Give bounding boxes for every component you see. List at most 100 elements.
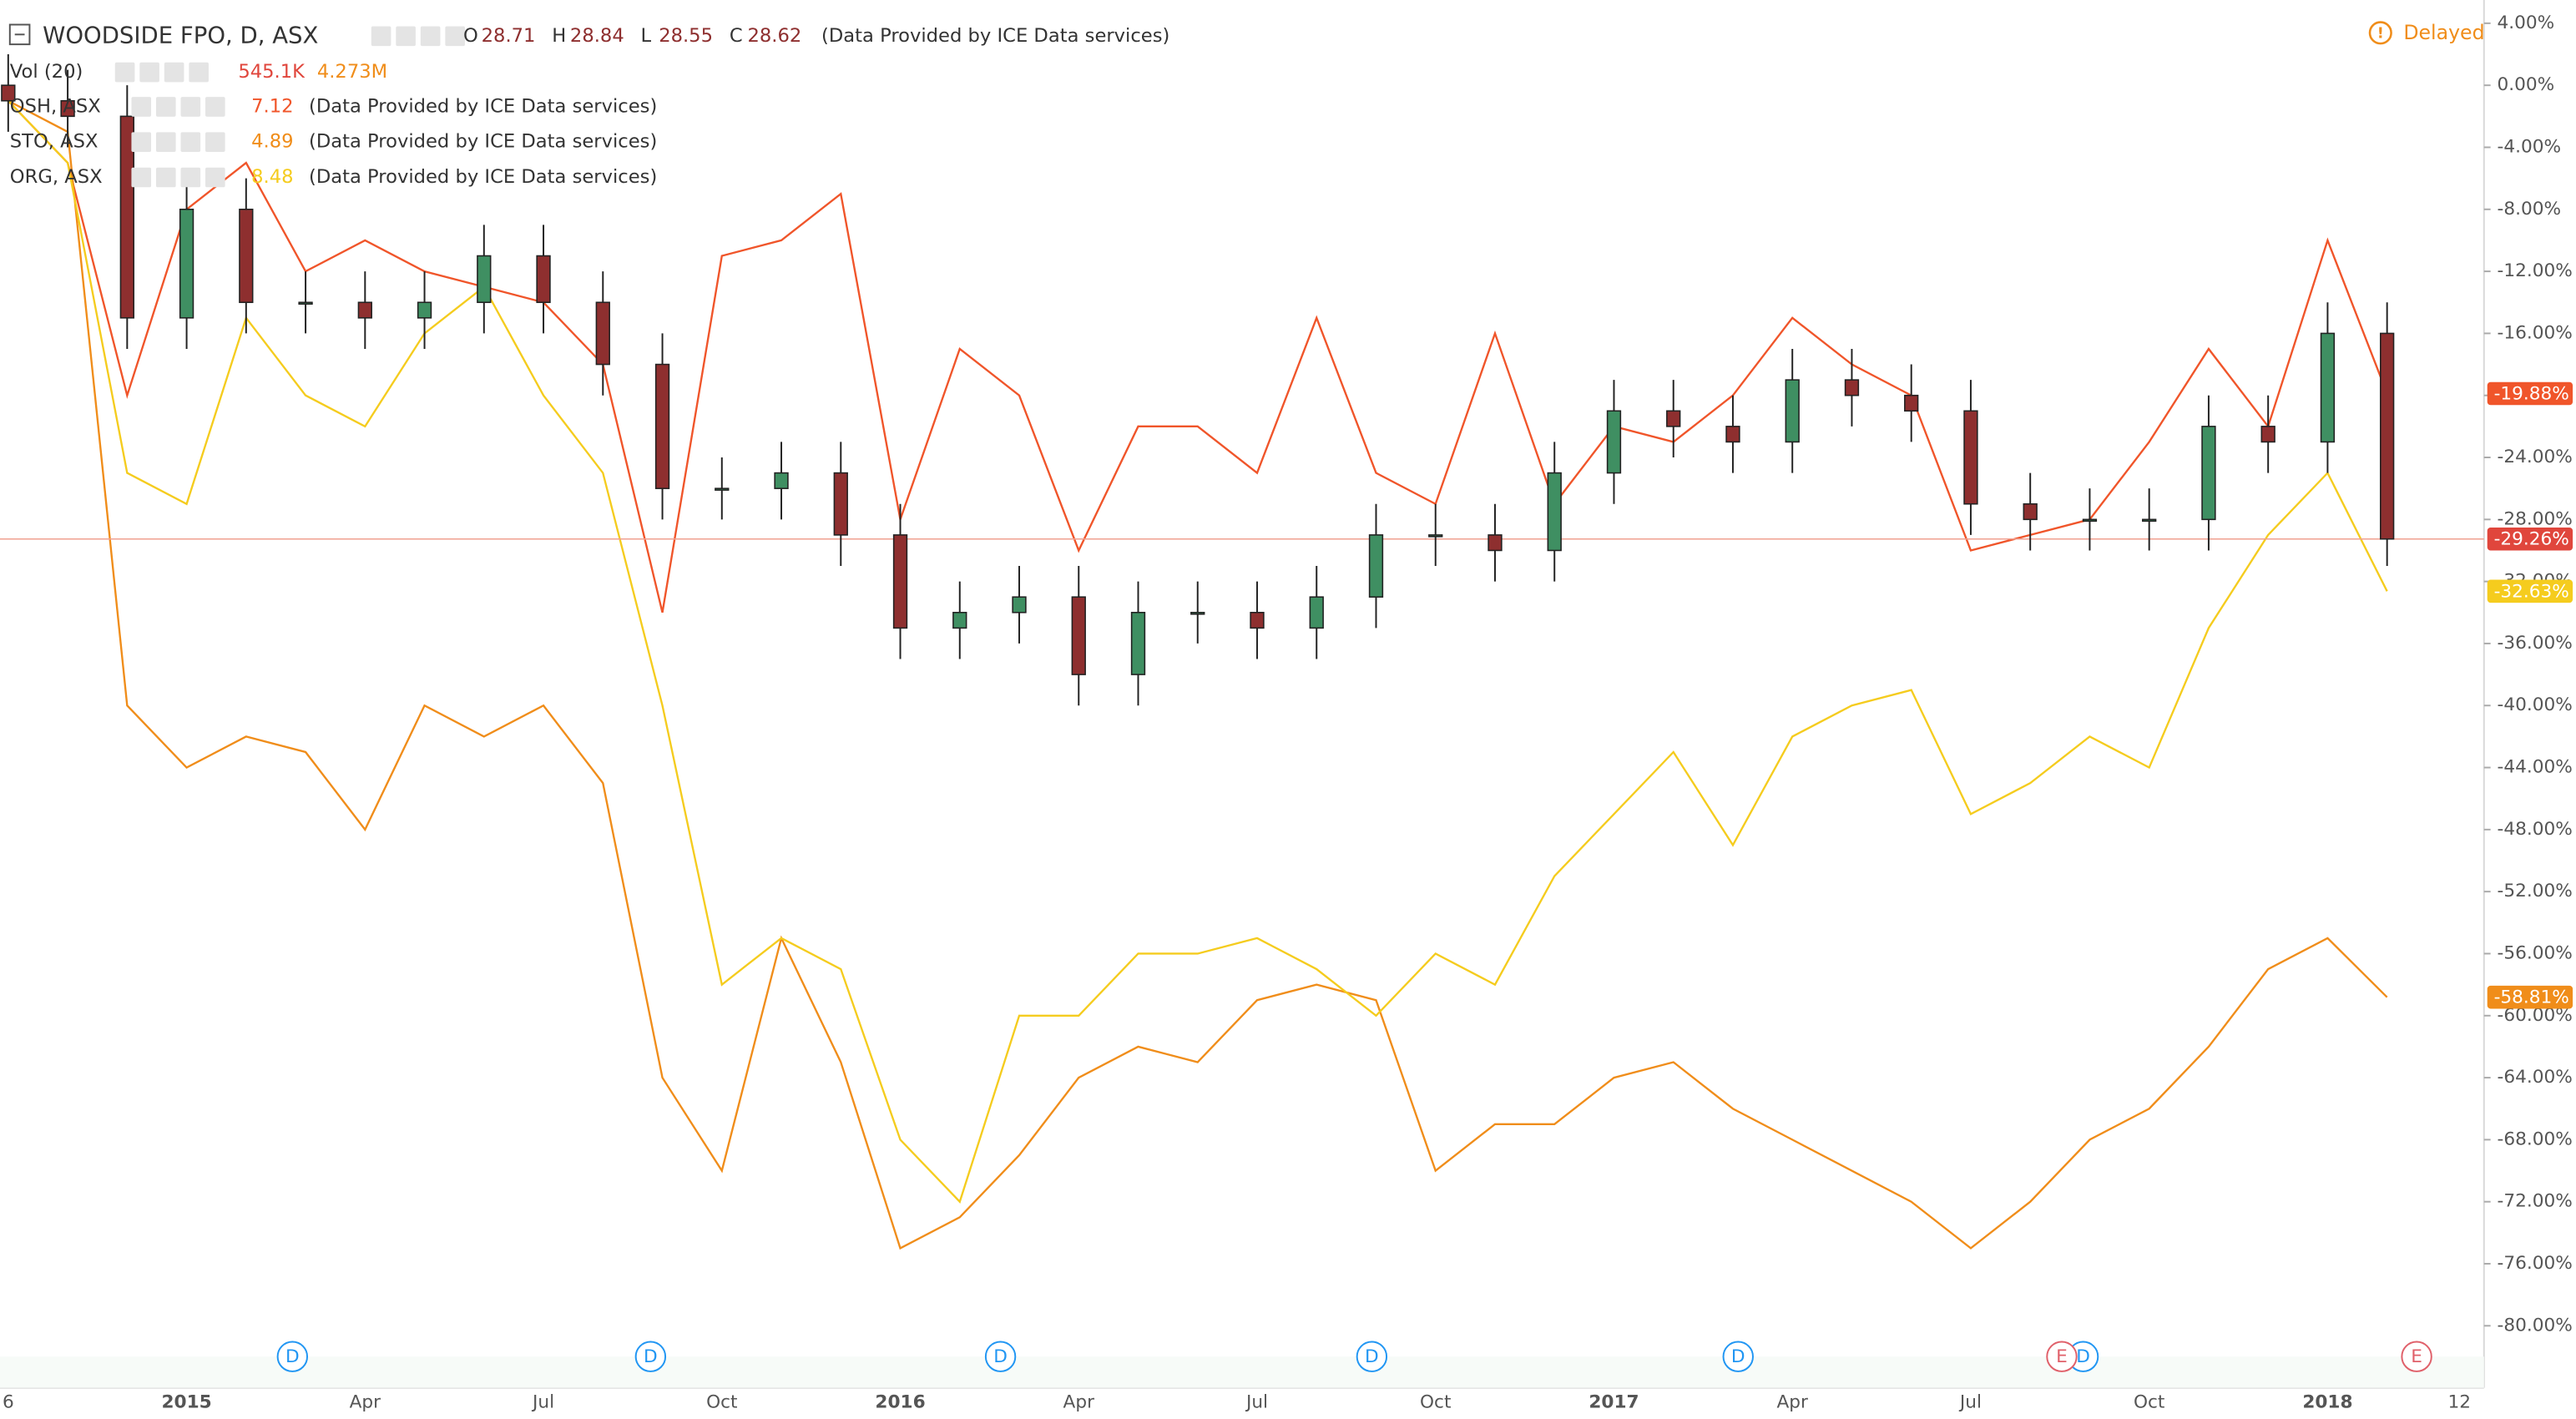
- ohlc-value: 28.55: [659, 25, 713, 47]
- last-value-box: [2487, 985, 2573, 1009]
- event-marker[interactable]: [1722, 1341, 1754, 1372]
- candle-body: [1130, 611, 1146, 675]
- legend-button[interactable]: [205, 97, 225, 117]
- event-marker[interactable]: [276, 1341, 309, 1372]
- y-tick-label: -72.00%: [2498, 1191, 2573, 1212]
- y-tick-label: -52.00%: [2498, 881, 2573, 901]
- ohlc-value: 28.62: [747, 25, 801, 47]
- y-tick-label: 0.00%: [2498, 74, 2555, 95]
- event-label: D: [2076, 1346, 2090, 1367]
- event-label: E: [2056, 1346, 2068, 1367]
- candle-body: [2380, 332, 2395, 540]
- collapse-button[interactable]: [8, 23, 31, 46]
- candle-body: [298, 301, 313, 306]
- legend-button[interactable]: [445, 26, 465, 47]
- candle-body: [1488, 534, 1503, 552]
- legend-button[interactable]: [155, 167, 176, 188]
- data-source: (Data Provided by ICE Data services): [309, 131, 657, 153]
- legend-button[interactable]: [205, 167, 225, 188]
- y-tick-label: -68.00%: [2498, 1129, 2573, 1149]
- status-icon-mark: !: [2377, 25, 2384, 42]
- legend-button[interactable]: [155, 97, 176, 117]
- event-marker[interactable]: [634, 1341, 667, 1372]
- candle-body: [1785, 379, 1800, 443]
- candle-body: [1547, 472, 1562, 552]
- legend-button[interactable]: [189, 62, 209, 83]
- candle-body: [1071, 596, 1086, 675]
- y-tick-label: -28.00%: [2498, 508, 2573, 529]
- event-label: D: [644, 1346, 658, 1367]
- x-tick-label: 2017: [1589, 1391, 1639, 1412]
- last-value-label: -29.26%: [2494, 529, 2569, 550]
- y-tick-label: 4.00%: [2498, 13, 2555, 33]
- legend-button[interactable]: [139, 62, 159, 83]
- event-marker[interactable]: [1356, 1341, 1388, 1372]
- candle-body: [477, 255, 492, 304]
- x-tick-label: Jul: [531, 1391, 554, 1412]
- ohlc-key: O: [463, 25, 478, 47]
- legend-button[interactable]: [114, 62, 135, 83]
- legend-button[interactable]: [131, 97, 152, 117]
- legend-button[interactable]: [371, 26, 391, 47]
- legend-button[interactable]: [164, 62, 184, 83]
- y-tick-label: -80.00%: [2498, 1315, 2573, 1336]
- legend-button[interactable]: [396, 26, 416, 47]
- candle-body: [119, 115, 134, 319]
- x-tick-label: Jul: [1245, 1391, 1268, 1412]
- status: ! Delayed: [2368, 21, 2485, 45]
- volume-ma-value: 4.273M: [317, 61, 387, 83]
- legend-button[interactable]: [180, 97, 201, 117]
- x-tick-label: Oct: [1420, 1391, 1451, 1412]
- legend-button[interactable]: [205, 132, 225, 153]
- status-label[interactable]: Delayed: [2403, 21, 2484, 44]
- series-line: [8, 99, 2388, 1250]
- last-value-label: -19.88%: [2494, 383, 2569, 404]
- ohlc-key: H: [552, 25, 566, 47]
- candle-body: [1844, 379, 1860, 396]
- candle-body: [2142, 518, 2157, 523]
- event-label: D: [1365, 1346, 1379, 1367]
- legend-button[interactable]: [131, 132, 152, 153]
- last-value-box: [2487, 381, 2573, 406]
- candle-body: [2201, 426, 2216, 521]
- legend-button[interactable]: [131, 167, 152, 188]
- candle-body: [1963, 410, 1978, 505]
- ohlc-value: 28.71: [482, 25, 536, 47]
- legend-name: ORG, ASX: [10, 166, 103, 188]
- candle-body: [2260, 426, 2275, 443]
- x-tick-label: Apr: [1063, 1391, 1095, 1412]
- x-tick-label: Apr: [1776, 1391, 1808, 1412]
- event-marker[interactable]: [2401, 1341, 2432, 1372]
- candle-body: [1725, 426, 1740, 443]
- x-tick-label: Oct: [706, 1391, 737, 1412]
- event-marker[interactable]: [984, 1341, 1017, 1372]
- candle-body: [715, 487, 730, 491]
- x-tick-label: 12: [2447, 1391, 2471, 1412]
- legend: WOODSIDE FPO, D, ASX O 28.71 H 28.84 L 28.55 C…: [8, 22, 1169, 188]
- data-source: (Data Provided by ICE Data services): [309, 95, 657, 117]
- series-line: [7, 99, 2388, 1204]
- legend-button[interactable]: [420, 26, 441, 47]
- volume-pane: [0, 1356, 2484, 1388]
- volume-name: Vol (20): [10, 61, 83, 83]
- legend-button[interactable]: [155, 132, 176, 153]
- status-icon: [2368, 21, 2392, 45]
- legend-button[interactable]: [180, 167, 201, 188]
- y-tick-label: -4.00%: [2498, 136, 2562, 157]
- volume-value: 545.1K: [238, 61, 306, 83]
- legend-button[interactable]: [180, 132, 201, 153]
- event-label: D: [285, 1346, 300, 1367]
- legend-name: OSH, ASX: [10, 95, 101, 117]
- candle-body: [1309, 596, 1324, 629]
- candle-body: [1012, 596, 1027, 614]
- candle-body: [654, 363, 670, 489]
- candle-body: [1904, 394, 1919, 412]
- y-tick-label: -40.00%: [2498, 694, 2573, 715]
- x-tick-label: 2016: [875, 1391, 925, 1412]
- y-tick-label: -64.00%: [2498, 1067, 2573, 1088]
- y-tick-label: -16.00%: [2498, 322, 2573, 343]
- event-marker[interactable]: [2046, 1341, 2078, 1372]
